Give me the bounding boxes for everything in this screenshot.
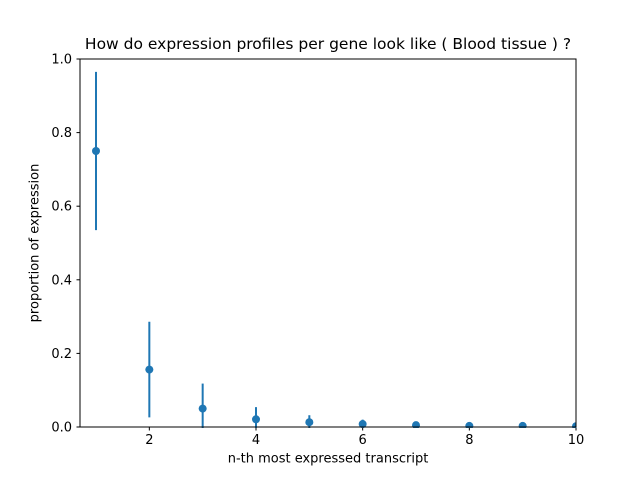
y-tick-label: 0.2 bbox=[51, 347, 72, 362]
data-point-marker bbox=[145, 365, 154, 374]
data-point-marker bbox=[358, 420, 367, 428]
errorbar-series bbox=[92, 71, 577, 428]
data-point-marker bbox=[412, 421, 420, 428]
x-axis-label: n-th most expressed transcript bbox=[227, 451, 429, 467]
x-tick-label: 4 bbox=[252, 433, 260, 448]
y-tick-label: 0.0 bbox=[51, 421, 72, 436]
y-tick-label: 0.4 bbox=[51, 273, 72, 288]
x-tick-label: 10 bbox=[568, 433, 585, 448]
data-point-marker bbox=[465, 421, 474, 428]
y-tick-label: 1.0 bbox=[51, 53, 72, 68]
x-tick-label: 8 bbox=[465, 433, 473, 448]
y-axis-label: proportion of expression bbox=[27, 163, 43, 323]
data-point-marker bbox=[252, 415, 260, 424]
y-tick-label: 0.8 bbox=[51, 126, 72, 141]
data-point-marker bbox=[92, 147, 100, 155]
data-point-marker bbox=[305, 418, 314, 427]
x-tick-label: 2 bbox=[145, 433, 153, 448]
data-point-marker bbox=[518, 421, 527, 428]
y-tick-label: 0.6 bbox=[51, 200, 72, 215]
x-tick-label: 6 bbox=[359, 433, 367, 448]
chart-title: How do expression profiles per gene look… bbox=[84, 35, 572, 53]
data-point-marker bbox=[198, 404, 207, 413]
plot-border bbox=[79, 58, 577, 428]
